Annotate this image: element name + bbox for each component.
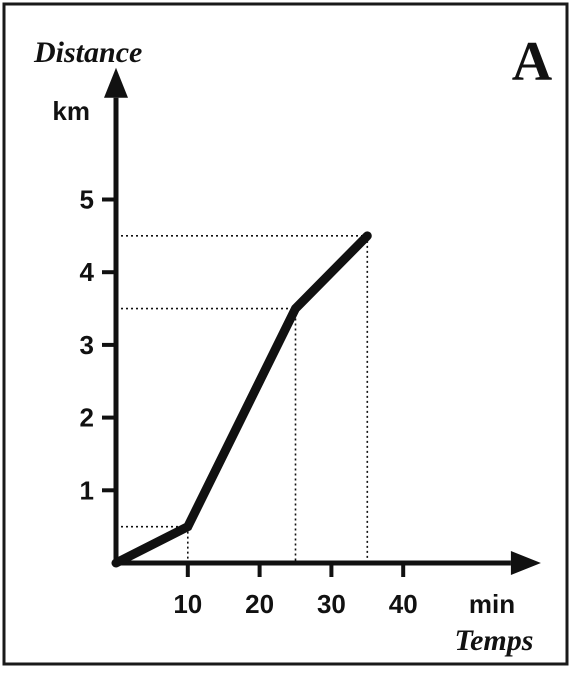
series-line-1	[111, 231, 372, 568]
x-tick-label-30: 30	[317, 589, 346, 619]
panel-label: A	[512, 31, 553, 93]
series-group	[111, 231, 372, 568]
y-axis-title: Distance	[33, 36, 142, 69]
y-tick-label-5: 5	[80, 185, 94, 215]
x-axis-unit: min	[469, 589, 515, 619]
x-tick-label-40: 40	[389, 589, 418, 619]
y-axis-unit: km	[52, 96, 90, 126]
x-axis-title: Temps	[455, 624, 534, 657]
y-tick-label-2: 2	[80, 403, 94, 433]
x-tick-label-10: 10	[173, 589, 202, 619]
x-axis-arrow	[510, 551, 541, 575]
y-tick-label-3: 3	[80, 330, 94, 360]
ticks: 10 20 30 40 1 2 3 4 5	[80, 185, 418, 620]
guide-lines	[116, 235, 369, 563]
y-tick-label-1: 1	[80, 475, 94, 505]
y-axis-arrow	[104, 67, 128, 98]
x-tick-label-20: 20	[245, 589, 274, 619]
y-tick-label-4: 4	[80, 257, 95, 287]
axes	[104, 67, 541, 575]
